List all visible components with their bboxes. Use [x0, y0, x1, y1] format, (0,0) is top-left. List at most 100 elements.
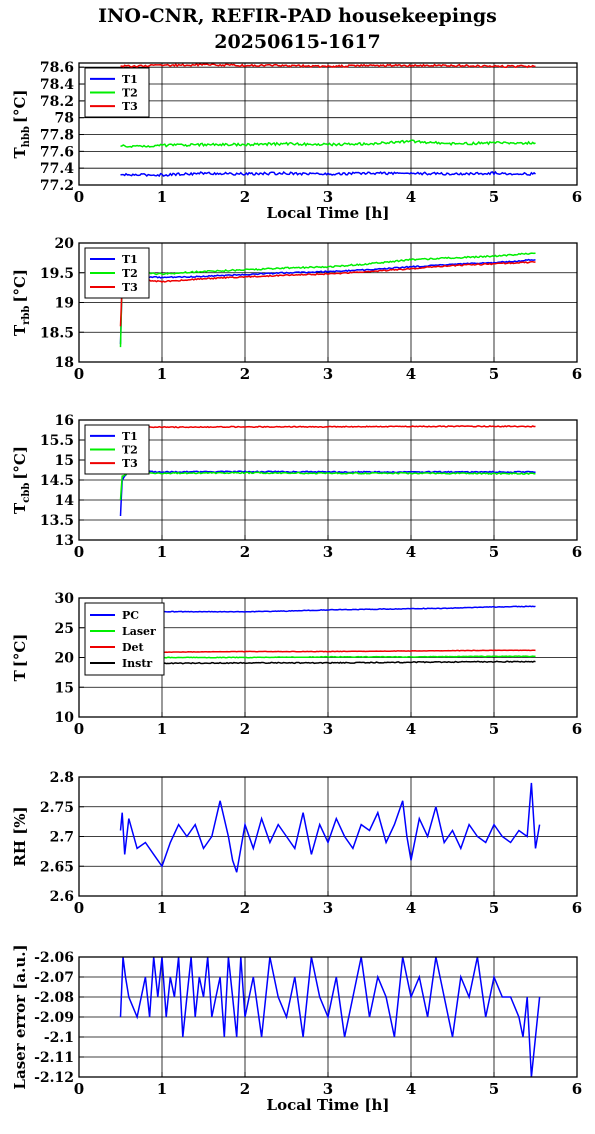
series-line [119, 782, 541, 873]
y-tick-label: 20 [55, 236, 75, 252]
y-tick-label: 15 [55, 453, 74, 469]
x-tick-label: 6 [572, 899, 582, 917]
x-tick-label: 2 [240, 188, 250, 206]
y-tick-label: 14 [55, 493, 75, 509]
y-tick-label: -2.12 [34, 1070, 74, 1086]
y-tick-label: 78.6 [40, 60, 74, 76]
x-tick-label: 0 [74, 1080, 84, 1098]
legend-label: T2 [122, 87, 138, 100]
y-tick-label: 15.5 [40, 433, 74, 449]
series-line-t2 [119, 471, 536, 501]
x-tick-label: 6 [572, 365, 582, 383]
x-tick-label: 2 [240, 720, 250, 738]
panel-5: 2.6 2.65 2.7 2.75 2.8 0 1 2 3 4 5 6 RH [%] [11, 770, 582, 917]
y-axis-label: Trbb [°C] [11, 269, 32, 336]
y-tick-label: 14.5 [40, 473, 74, 489]
panel-3: 13 13.5 14 14.5 15 15.5 16 0 1 2 3 4 5 6 Tcbb [°C] T1T2… [11, 413, 582, 561]
x-tick-label: 3 [323, 1080, 333, 1098]
x-tick-label: 2 [240, 543, 250, 561]
y-tick-label: 13.5 [40, 513, 74, 529]
series-line-t1 [120, 170, 536, 178]
series-line-t3 [119, 260, 536, 327]
x-tick-label: 4 [406, 899, 416, 917]
x-tick-label: 0 [74, 899, 84, 917]
x-tick-label: 1 [157, 543, 167, 561]
x-tick-label: 4 [406, 720, 416, 738]
x-tick-label: 0 [74, 365, 84, 383]
y-tick-label: 20 [55, 651, 75, 667]
x-tick-label: 5 [489, 365, 499, 383]
series-line-det [120, 649, 536, 654]
x-tick-label: 3 [323, 899, 333, 917]
series-line-pc [120, 605, 536, 614]
legend-label: Instr [122, 657, 152, 670]
x-tick-label: 4 [406, 365, 416, 383]
x-tick-label: 6 [572, 1080, 582, 1098]
y-tick-label: 2.7 [50, 830, 74, 846]
y-tick-label: 77.6 [40, 144, 74, 160]
y-tick-label: 18 [55, 355, 74, 371]
y-axis-label: T [°C] [11, 634, 29, 682]
x-tick-label: 2 [240, 1080, 250, 1098]
legend: PC Laser Det Instr [84, 602, 165, 676]
x-tick-label: 6 [572, 543, 582, 561]
legend-label: T1 [122, 430, 138, 443]
x-tick-label: 5 [489, 899, 499, 917]
y-tick-label: 30 [55, 591, 75, 607]
x-tick-label: 0 [74, 720, 84, 738]
legend-label: PC [122, 609, 139, 622]
y-tick-label: -2.08 [34, 990, 74, 1006]
x-tick-label: 1 [157, 365, 167, 383]
y-tick-label: 2.65 [40, 859, 74, 875]
y-axis-label: Thbb [°C] [11, 89, 32, 158]
x-tick-label: 5 [489, 720, 499, 738]
chart-title: INO-CNR, REFIR-PAD housekeepings [98, 5, 497, 27]
y-tick-label: 77.2 [40, 178, 74, 194]
panel-6: -2.12 -2.11 -2.1 -2.09 -2.08 -2.07 -2.06 0 1 2 3 4 5… [11, 944, 582, 1114]
y-tick-label: 16 [55, 413, 74, 429]
y-tick-label: 77.8 [40, 128, 74, 144]
y-tick-label: -2.09 [34, 1010, 74, 1026]
chart-title-date: 20250615-1617 [214, 31, 381, 53]
x-tick-label: 2 [240, 899, 250, 917]
x-tick-label: 0 [74, 188, 84, 206]
y-tick-label: 2.75 [40, 800, 74, 816]
y-tick-label: 78.4 [40, 77, 74, 93]
x-tick-label: 5 [489, 1080, 499, 1098]
x-tick-label: 3 [323, 720, 333, 738]
legend-label: Laser [122, 625, 156, 638]
legend-label: T2 [122, 267, 138, 280]
y-axis-label: Laser error [a.u.] [11, 944, 29, 1089]
x-tick-label: 4 [406, 543, 416, 561]
y-tick-label: 19.5 [40, 266, 74, 282]
series-line-t1 [119, 258, 536, 345]
y-tick-label: 15 [55, 680, 74, 696]
series-line-laser [120, 655, 536, 660]
y-tick-label: 25 [55, 621, 74, 637]
x-tick-label: 5 [489, 543, 499, 561]
legend-label: T1 [122, 253, 138, 266]
y-tick-label: 13 [55, 533, 74, 549]
x-tick-label: 5 [489, 188, 499, 206]
series-line [119, 956, 541, 1078]
y-tick-label: 19 [55, 296, 74, 312]
legend-label: T3 [122, 457, 138, 470]
legend-label: T2 [122, 444, 138, 457]
x-axis-label: Local Time [h] [267, 1096, 390, 1114]
y-tick-label: -2.11 [34, 1050, 74, 1066]
series-line-instr [120, 660, 536, 665]
y-tick-label: -2.06 [34, 950, 74, 966]
series-line-t1 [119, 469, 536, 517]
y-axis-label: Tcbb [°C] [11, 446, 32, 514]
series-line-t2 [120, 139, 536, 148]
y-tick-label: -2.1 [44, 1030, 74, 1046]
x-tick-label: 3 [323, 365, 333, 383]
legend-label: T3 [122, 100, 138, 113]
y-tick-label: 77.4 [40, 161, 74, 177]
panel-4: 10 15 20 25 30 0 1 2 3 4 5 6 T [°C] PC Laser Det Instr [11, 591, 582, 738]
y-tick-label: -2.07 [34, 970, 74, 986]
legend-label: T1 [122, 73, 138, 86]
y-tick-label: 2.6 [50, 889, 74, 905]
